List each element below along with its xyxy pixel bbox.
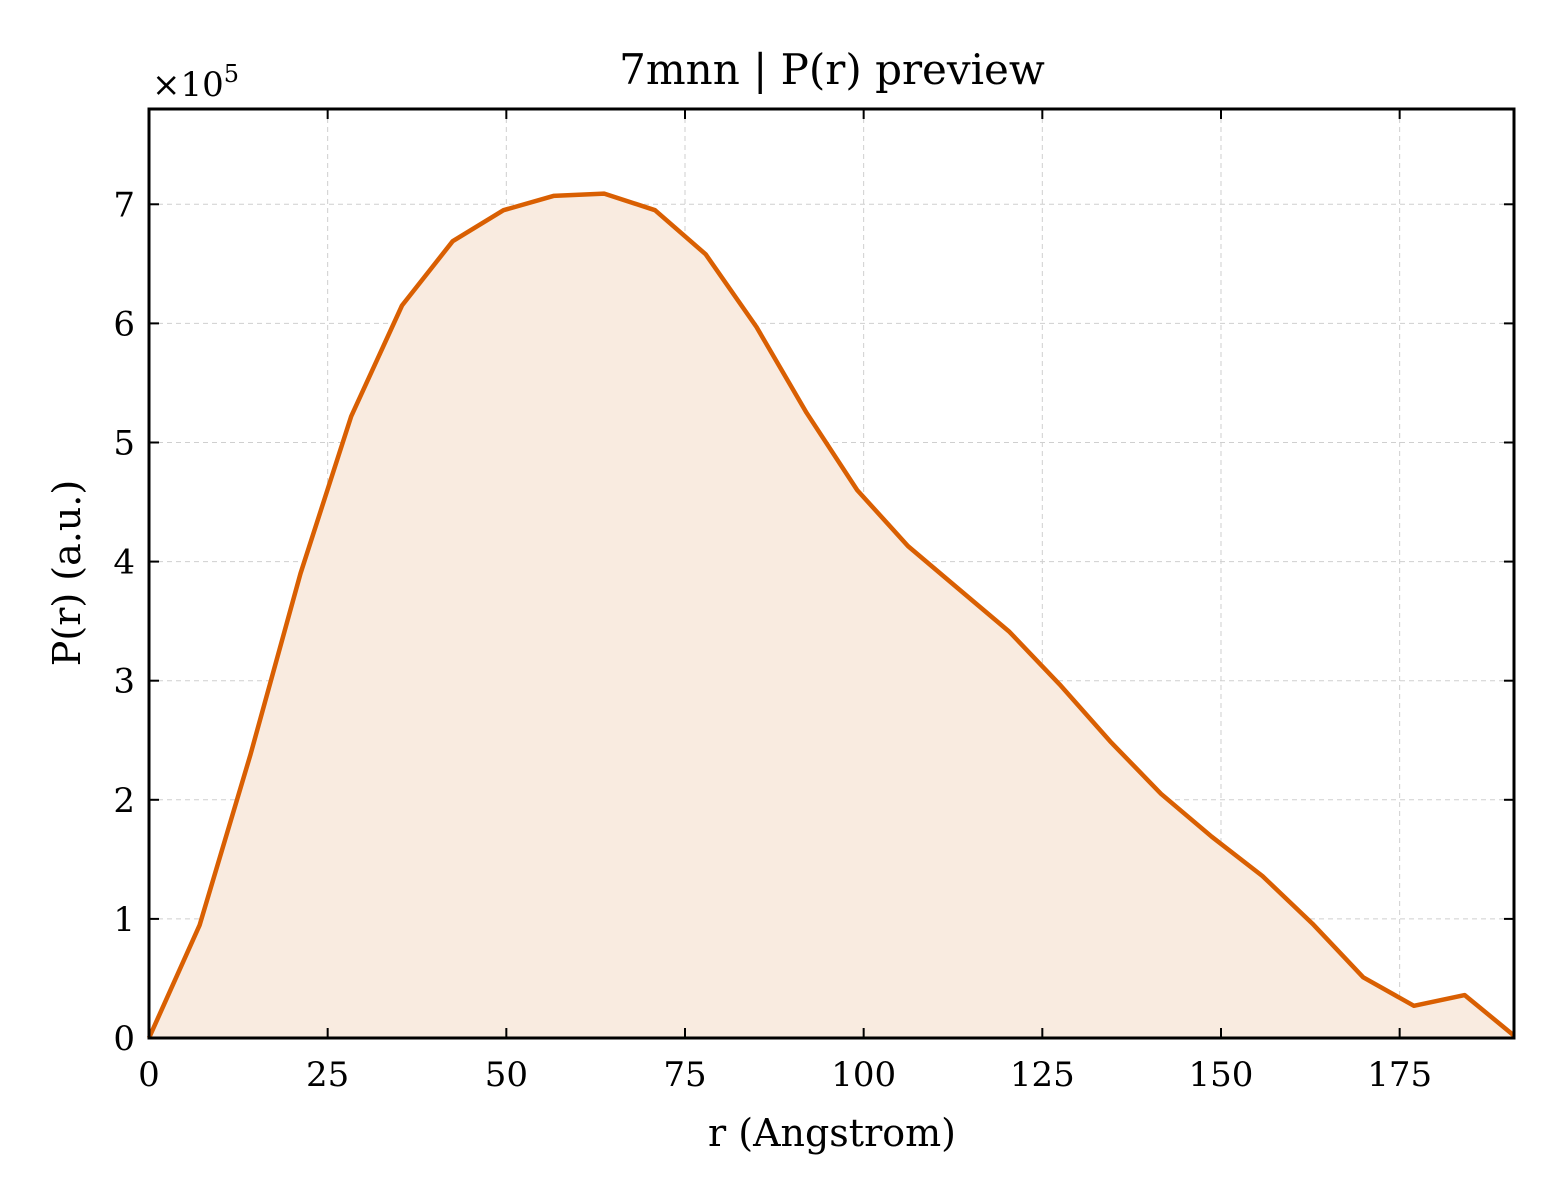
y-tick-label: 5	[113, 423, 135, 463]
series-area-fill	[149, 193, 1514, 1039]
x-tick-label: 150	[1189, 1055, 1254, 1095]
x-tick-label: 175	[1367, 1055, 1432, 1095]
tick-labels: 0 25 50 75 100 125 150 175 0 1 2 3 4 5 6 7	[113, 185, 1432, 1095]
chart-title: 7mnn | P(r) preview	[619, 45, 1045, 94]
x-tick-label: 100	[831, 1055, 896, 1095]
x-tick-label: 50	[485, 1055, 528, 1095]
y-tick-label: 7	[113, 185, 135, 225]
x-tick-label: 0	[138, 1055, 160, 1095]
y-scale-exponent: 5	[224, 60, 239, 88]
x-axis-title: r (Angstrom)	[708, 1111, 956, 1155]
series-line	[146, 191, 1516, 1039]
x-tick-label: 75	[663, 1055, 706, 1095]
y-tick-label: 3	[113, 662, 135, 702]
x-tick-label: 25	[306, 1055, 349, 1095]
y-axis-title: P(r) (a.u.)	[45, 480, 89, 666]
axis-ticks	[148, 109, 1514, 1039]
y-tick-label: 0	[113, 1019, 135, 1059]
plot-frame	[147, 107, 1516, 1040]
y-scale-multiplier: ×105	[152, 60, 239, 105]
y-tick-label: 4	[113, 543, 135, 583]
x-tick-label: 125	[1010, 1055, 1075, 1095]
y-tick-label: 1	[113, 900, 135, 940]
y-scale-base: ×10	[152, 65, 224, 105]
y-tick-label: 6	[113, 304, 135, 344]
y-tick-label: 2	[113, 781, 135, 821]
